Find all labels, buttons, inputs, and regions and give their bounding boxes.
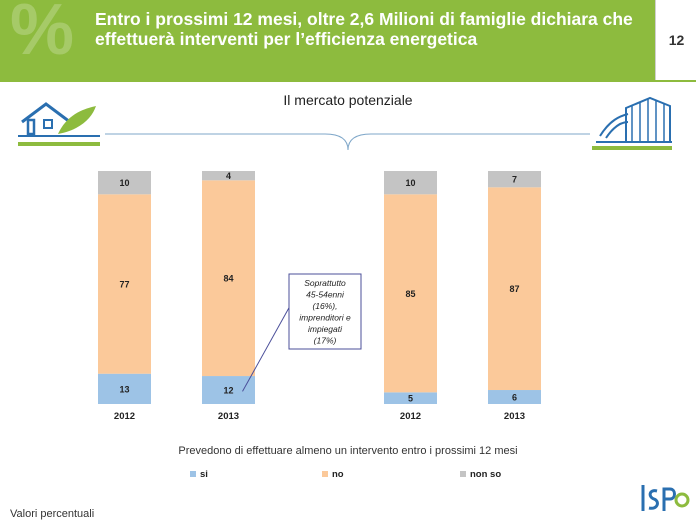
page-title: Entro i prossimi 12 mesi, oltre 2,6 Mili… [95, 9, 633, 49]
annotation-text: impiegati [308, 324, 343, 334]
data-label: 84 [223, 274, 233, 284]
bar-segment-non-so [488, 171, 541, 188]
data-label: 12 [223, 386, 233, 396]
data-label: 7 [512, 175, 517, 185]
annotation-callout: Soprattutto 45-54enni(16%), imprenditori e… [242, 273, 362, 392]
bar-segment-si [488, 390, 541, 404]
page-number: 12 [655, 0, 696, 80]
data-label: 5 [408, 394, 413, 404]
chart-subtitle: Il mercato potenziale [283, 92, 413, 108]
data-label: 6 [512, 393, 517, 403]
bar-segment-no [384, 194, 437, 393]
x-tick-label: 2012 [114, 411, 135, 422]
legend-swatch [460, 471, 466, 477]
header-divider [0, 80, 696, 82]
data-label: 85 [405, 289, 415, 299]
legend-swatch [190, 471, 196, 477]
bar-segment-no [202, 180, 255, 377]
data-label: 10 [119, 178, 129, 188]
bar-segment-no [98, 194, 151, 374]
footer-note: Valori percentuali [10, 508, 95, 520]
bar-segment-non-so [98, 171, 151, 195]
data-label: 77 [119, 280, 129, 290]
bar-segment-si [98, 373, 151, 404]
bar-segment-no [488, 187, 541, 391]
bar-segment-non-so [384, 171, 437, 195]
percent-icon: % [10, 0, 75, 70]
x-tick-label: 2012 [400, 411, 421, 422]
bar-segment-si [202, 376, 255, 404]
annotation-text: imprenditori e [299, 313, 351, 323]
x-tick-label: 2013 [218, 411, 239, 422]
annotation-box [288, 273, 362, 350]
legend-swatch [322, 471, 328, 477]
x-tick-label: 2013 [504, 411, 525, 422]
annotation-text: (16%), [312, 301, 337, 311]
ispo-logo [641, 485, 690, 511]
annotation-text: (17%) [314, 336, 337, 346]
data-label: 87 [509, 284, 519, 294]
annotation-text: Soprattutto [304, 278, 346, 288]
chart-legend: si no non so [190, 469, 501, 480]
annotation-leader-line [242, 307, 290, 392]
legend-label: non so [470, 469, 501, 480]
bar-segment-non-so [202, 171, 255, 181]
building-icon [592, 96, 672, 150]
bar-segment-si [384, 392, 437, 404]
annotation-text: 45-54enni [306, 290, 345, 300]
chart-xlabel: Prevedono di effettuare almeno un interv… [178, 445, 517, 457]
data-label: 10 [405, 178, 415, 188]
header-banner: % Entro i prossimi 12 mesi, oltre 2,6 Mi… [0, 0, 655, 80]
legend-label: si [200, 469, 208, 480]
legend-label: no [332, 469, 344, 480]
house-leaf-icon [18, 102, 100, 146]
data-label: 13 [119, 384, 129, 394]
data-label: 4 [226, 171, 231, 181]
